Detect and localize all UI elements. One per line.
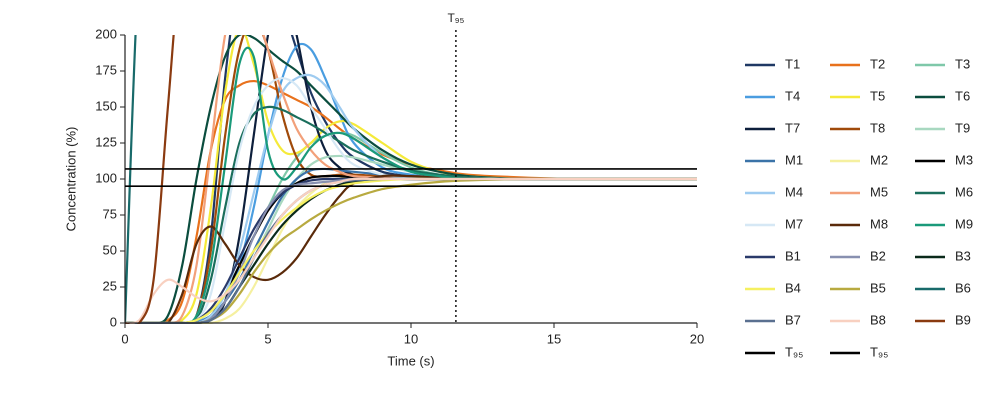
series-line: [125, 35, 697, 324]
legend-label: M5: [870, 184, 888, 199]
legend-label: M9: [955, 216, 973, 231]
y-tick-label: 200: [95, 26, 117, 41]
legend-label: M6: [955, 184, 973, 199]
legend-label: T9: [955, 120, 970, 135]
series-line: [125, 73, 697, 324]
legend-label: T2: [870, 56, 885, 71]
legend-label: M2: [870, 152, 888, 167]
legend-label: T₉₅: [870, 344, 888, 359]
legend-label: T5: [870, 88, 885, 103]
y-tick-label: 125: [95, 134, 117, 149]
legend-label: T7: [785, 120, 800, 135]
legend-label: B7: [785, 312, 801, 327]
x-tick-label: 5: [264, 331, 271, 346]
legend-label: M3: [955, 152, 973, 167]
y-tick-label: 25: [103, 278, 117, 293]
x-tick-label: 0: [121, 331, 128, 346]
plot-area: [125, 35, 697, 324]
x-tick-label: 15: [547, 331, 561, 346]
y-axis-label: Concentration (%): [63, 127, 78, 232]
legend-label: B5: [870, 280, 886, 295]
legend-label: M7: [785, 216, 803, 231]
vertical-reference-label: T₉₅: [447, 11, 464, 25]
legend-label: B1: [785, 248, 801, 263]
x-tick-label: 20: [690, 331, 704, 346]
legend-label: B4: [785, 280, 801, 295]
legend-label: T4: [785, 88, 800, 103]
y-tick-label: 50: [103, 242, 117, 257]
legend-label: M1: [785, 152, 803, 167]
legend-label: M4: [785, 184, 803, 199]
legend-label: T1: [785, 56, 800, 71]
legend-label: B9: [955, 312, 971, 327]
series-line: [125, 35, 175, 324]
legend-label: T6: [955, 88, 970, 103]
y-tick-label: 100: [95, 170, 117, 185]
x-axis-label: Time (s): [387, 353, 434, 368]
y-tick-label: 0: [110, 314, 117, 329]
legend-label: B3: [955, 248, 971, 263]
legend-label: B6: [955, 280, 971, 295]
legend-label: B2: [870, 248, 886, 263]
series-line: [125, 177, 697, 324]
legend-label: B8: [870, 312, 886, 327]
legend-label: M8: [870, 216, 888, 231]
x-tick-label: 10: [404, 331, 418, 346]
legend-label: T₉₅: [785, 344, 803, 359]
legend-label: T8: [870, 120, 885, 135]
y-tick-label: 175: [95, 62, 117, 77]
series-line: [125, 79, 697, 324]
y-tick-label: 150: [95, 98, 117, 113]
y-tick-label: 75: [103, 206, 117, 221]
legend-label: T3: [955, 56, 970, 71]
